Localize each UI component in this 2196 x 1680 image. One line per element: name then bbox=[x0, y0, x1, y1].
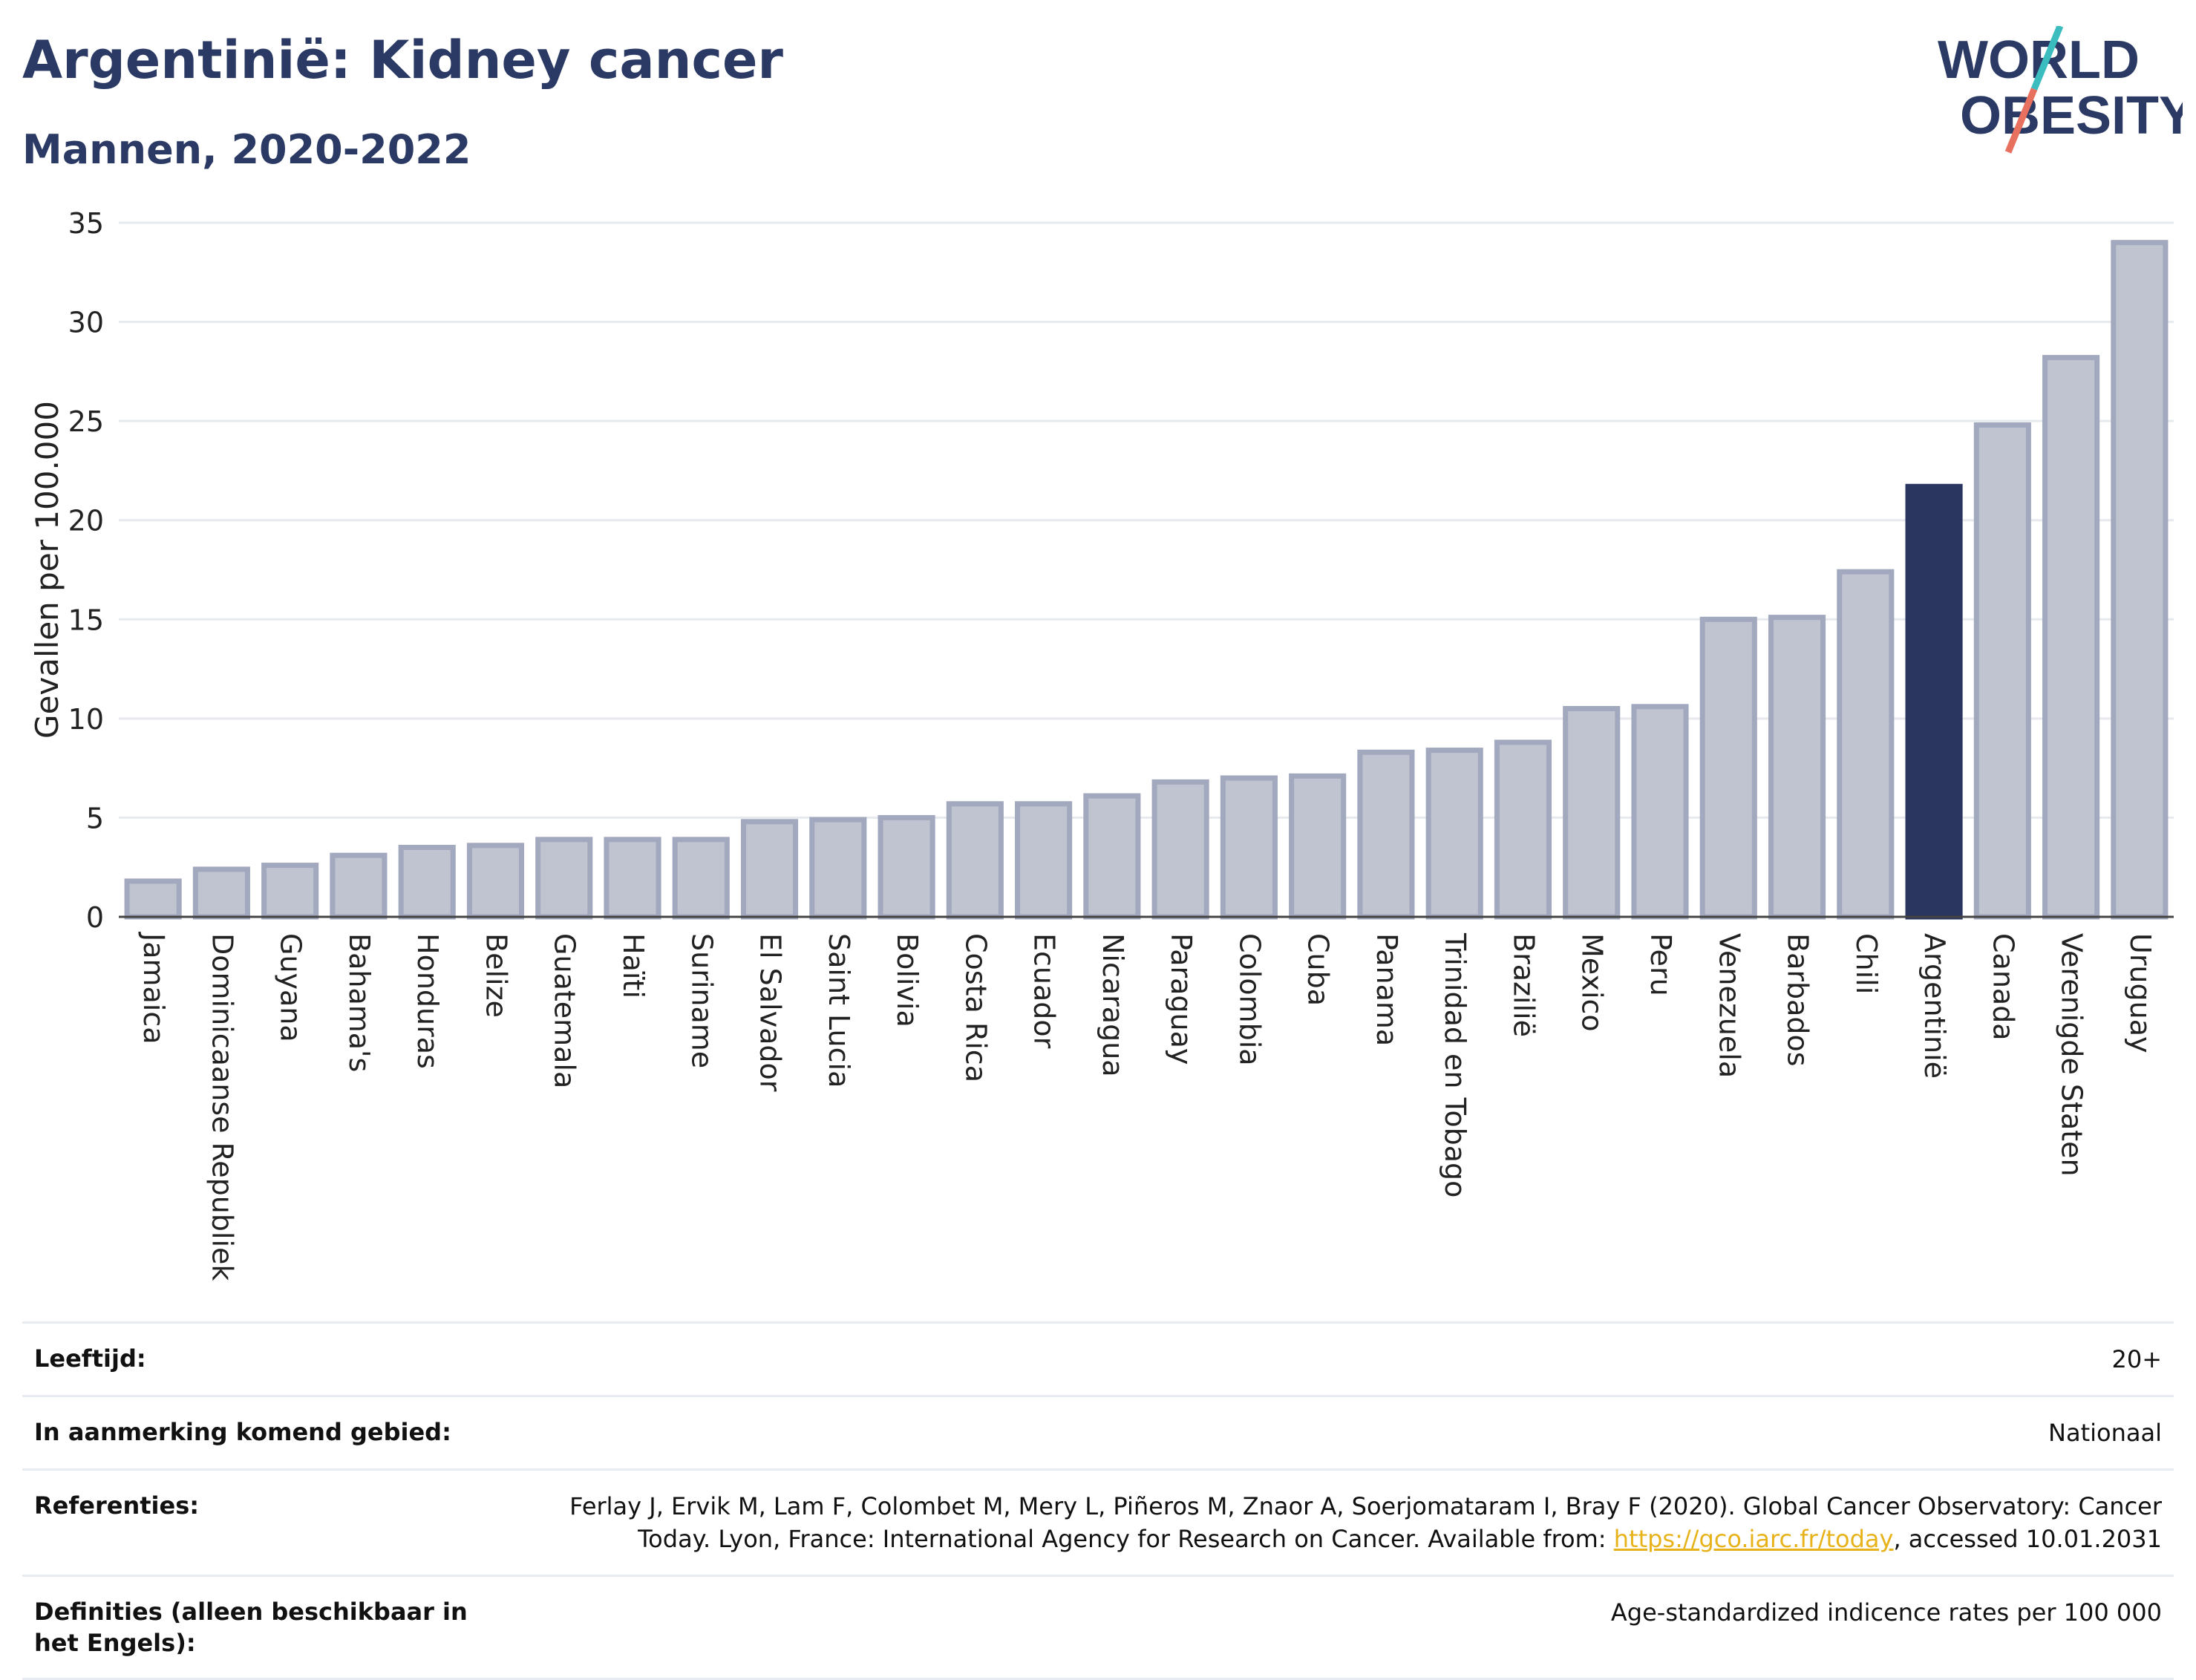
x-tick-label: Canada bbox=[1987, 933, 2019, 1041]
x-tick-label: Colombia bbox=[1233, 933, 1266, 1066]
x-tick-label: Saint Lucia bbox=[823, 933, 855, 1088]
x-tick-label: Peru bbox=[1644, 933, 1677, 996]
x-tick-label: Costa Rica bbox=[959, 933, 992, 1082]
metadata-table: Leeftijd: 20+ In aanmerking komend gebie… bbox=[22, 1321, 2174, 1680]
bar-chart: 0 5 10 15 20 25 30 35 Jamaica Dominicaanse Repub… bbox=[29, 207, 2174, 1281]
definitions-value: Age-standardized indicence rates per 100… bbox=[1610, 1598, 2162, 1627]
bar-panama[interactable] bbox=[1357, 749, 1415, 920]
bar-mexico[interactable] bbox=[1563, 706, 1621, 920]
bar-ecuador[interactable] bbox=[1015, 801, 1073, 920]
x-tick-label: Bolivia bbox=[891, 933, 924, 1027]
references-value: Ferlay J, Ervik M, Lam F, Colombet M, Me… bbox=[566, 1490, 2162, 1555]
x-tick-label: Paraguay bbox=[1165, 933, 1197, 1065]
bar-jamaica[interactable] bbox=[124, 878, 182, 920]
x-tick-label: Cuba bbox=[1302, 933, 1335, 1006]
x-tick-label: Uruguay bbox=[2124, 933, 2157, 1053]
x-tick-label: Haïti bbox=[617, 933, 650, 998]
bar-guatemala[interactable] bbox=[535, 837, 593, 920]
bar-argentini-[interactable] bbox=[1905, 483, 1963, 920]
area-value: Nationaal bbox=[2048, 1419, 2162, 1447]
bar-trinidad-en-tobago[interactable] bbox=[1425, 748, 1483, 920]
x-tick-label: Brazilië bbox=[1507, 933, 1540, 1037]
gridlines bbox=[119, 221, 2174, 819]
bar-bolivia[interactable] bbox=[878, 814, 935, 920]
bar-brazili-[interactable] bbox=[1494, 739, 1552, 920]
x-tick-label: Mexico bbox=[1576, 933, 1609, 1032]
x-tick-label: Suriname bbox=[685, 933, 718, 1068]
x-tick-label: Nicaragua bbox=[1097, 933, 1129, 1077]
y-tick-label: 0 bbox=[86, 901, 104, 934]
x-tick-label: Argentinië bbox=[1918, 933, 1951, 1079]
y-axis-ticks: 0 5 10 15 20 25 30 35 bbox=[68, 207, 104, 934]
x-axis-ticks: Jamaica Dominicaanse Republiek Guyana Baham… bbox=[137, 932, 2157, 1281]
world-obesity-logo: WORLD OBESITY bbox=[1938, 26, 2183, 154]
y-tick-label: 10 bbox=[68, 703, 104, 736]
x-tick-label: Verenigde Staten bbox=[2056, 933, 2088, 1177]
bar-cuba[interactable] bbox=[1289, 773, 1347, 920]
y-tick-label: 5 bbox=[86, 802, 104, 834]
bar-peru[interactable] bbox=[1631, 704, 1689, 920]
bar-honduras[interactable] bbox=[398, 845, 456, 920]
meta-row-references: Referenties: Ferlay J, Ervik M, Lam F, C… bbox=[22, 1468, 2174, 1575]
area-label: In aanmerking komend gebied: bbox=[34, 1418, 451, 1446]
bar-venezuela[interactable] bbox=[1699, 616, 1757, 920]
chart-subtitle: Mannen, 2020-2022 bbox=[22, 126, 471, 173]
references-text: Ferlay J, Ervik M, Lam F, Colombet M, Me… bbox=[569, 1492, 2162, 1553]
x-tick-label: Jamaica bbox=[137, 932, 170, 1045]
bar-bahama-s[interactable] bbox=[330, 852, 388, 920]
bar-nicaragua[interactable] bbox=[1083, 793, 1141, 920]
x-tick-label: Ecuador bbox=[1028, 933, 1061, 1049]
x-tick-label: Bahama's bbox=[343, 933, 376, 1072]
bar-suriname[interactable] bbox=[672, 837, 730, 920]
references-label: Referenties: bbox=[34, 1491, 200, 1520]
bar-el-salvador[interactable] bbox=[740, 819, 799, 920]
bar-dominicaanse-republiek[interactable] bbox=[192, 866, 250, 920]
y-tick-label: 35 bbox=[68, 207, 104, 240]
x-tick-label: Panama bbox=[1370, 933, 1403, 1046]
logo-slash-teal bbox=[2030, 26, 2064, 91]
x-tick-label: Guatemala bbox=[549, 933, 581, 1088]
x-tick-label: Honduras bbox=[411, 933, 444, 1069]
bar-belize[interactable] bbox=[466, 843, 525, 920]
x-tick-label: El Salvador bbox=[754, 933, 787, 1092]
bar-guyana[interactable] bbox=[261, 863, 319, 920]
references-text-end: , accessed 10.01.2031 bbox=[1893, 1525, 2162, 1553]
x-tick-label: Venezuela bbox=[1713, 933, 1745, 1078]
meta-row-definitions: Definities (alleen beschikbaar in het En… bbox=[22, 1575, 2174, 1680]
x-tick-label: Chili bbox=[1850, 933, 1883, 994]
bar-uruguay[interactable] bbox=[2111, 240, 2169, 920]
bar-saint-lucia[interactable] bbox=[809, 817, 867, 920]
bars bbox=[124, 240, 2169, 920]
bar-verenigde-staten[interactable] bbox=[2042, 355, 2100, 920]
y-tick-label: 15 bbox=[68, 604, 104, 636]
references-link[interactable]: https://gco.iarc.fr/today bbox=[1613, 1525, 1894, 1553]
bar-paraguay[interactable] bbox=[1151, 779, 1209, 920]
definitions-label: Definities (alleen beschikbaar in het En… bbox=[34, 1598, 468, 1657]
meta-row-age: Leeftijd: 20+ bbox=[22, 1321, 2174, 1395]
bar-costa-rica[interactable] bbox=[946, 801, 1004, 920]
y-tick-label: 20 bbox=[68, 505, 104, 537]
x-tick-label: Guyana bbox=[275, 933, 307, 1042]
x-tick-label: Trinidad en Tobago bbox=[1439, 932, 1471, 1197]
chart-title: Argentinië: Kidney cancer bbox=[22, 30, 783, 91]
meta-row-area: In aanmerking komend gebied: Nationaal bbox=[22, 1395, 2174, 1468]
x-tick-label: Barbados bbox=[1782, 933, 1814, 1067]
bar-barbados[interactable] bbox=[1768, 615, 1826, 920]
y-tick-label: 30 bbox=[68, 307, 104, 339]
logo-slash-red bbox=[2004, 88, 2038, 154]
age-label: Leeftijd: bbox=[34, 1344, 146, 1373]
bar-canada[interactable] bbox=[1973, 422, 2031, 920]
x-tick-label: Belize bbox=[480, 933, 512, 1018]
logo-word-obesity: OBESITY bbox=[1960, 86, 2183, 146]
x-tick-label: Dominicaanse Republiek bbox=[206, 933, 238, 1281]
age-value: 20+ bbox=[2111, 1345, 2162, 1373]
bar-ha-ti[interactable] bbox=[604, 837, 661, 920]
bar-chili[interactable] bbox=[1837, 569, 1895, 920]
bar-colombia[interactable] bbox=[1220, 775, 1278, 920]
y-tick-label: 25 bbox=[68, 405, 104, 438]
y-axis-label: Gevallen per 100.000 bbox=[29, 401, 65, 739]
